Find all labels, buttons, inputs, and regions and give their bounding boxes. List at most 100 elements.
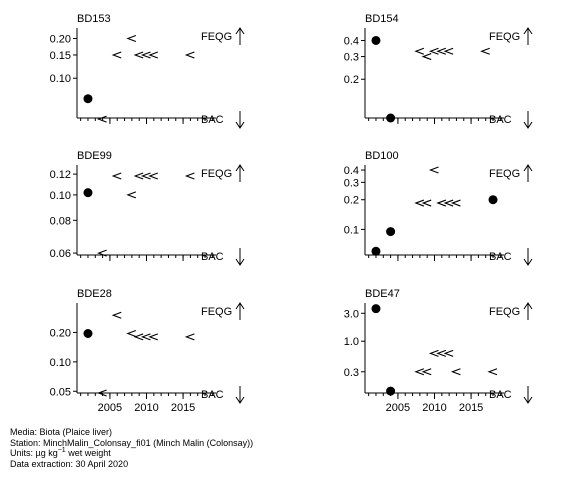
data-point-less-than	[414, 368, 425, 376]
data-point-less-than	[148, 333, 159, 341]
y-tick-label: 0.12	[50, 169, 71, 181]
panel-title: BDE47	[365, 288, 400, 300]
data-point-less-than	[184, 51, 195, 59]
y-tick-label: 0.4	[344, 165, 359, 177]
up-arrowhead-icon	[235, 27, 245, 35]
data-point-less-than	[428, 349, 439, 357]
data-point-less-than	[126, 329, 137, 338]
y-tick-label: 0.20	[50, 33, 71, 45]
panel-title: BD153	[77, 13, 111, 25]
x-tick-label: 2010	[422, 402, 446, 414]
data-point-measured	[488, 195, 498, 205]
chart-panel-bde99: BDE99 0.06 0.08 0.10 0.12 FEQG BAC	[50, 150, 245, 266]
data-point-measured	[386, 386, 396, 396]
data-point-less-than	[436, 199, 447, 207]
data-point-less-than	[140, 333, 151, 341]
data-point-measured	[83, 94, 93, 104]
data-point-measured	[371, 246, 381, 256]
y-tick-label: 0.3	[344, 52, 359, 64]
data-point-measured	[386, 113, 396, 123]
down-arrowhead-icon	[235, 121, 245, 129]
data-point-less-than	[133, 172, 144, 180]
chart-panel-bd100: BD100 0.1 0.2 0.30.4 FEQG BAC	[344, 150, 533, 266]
data-point-less-than	[443, 199, 454, 207]
data-point-less-than	[184, 333, 195, 341]
data-point-less-than	[421, 53, 432, 61]
y-tick-label: 0.10	[50, 73, 71, 85]
bac-label: BAC	[489, 114, 512, 126]
down-arrowhead-icon	[235, 258, 245, 266]
data-point-less-than	[443, 47, 454, 55]
bac-label: BAC	[201, 114, 224, 126]
down-arrowhead-icon	[523, 121, 533, 129]
y-tick-label: 3.0	[344, 308, 359, 320]
data-point-less-than	[436, 47, 447, 55]
data-point-less-than	[140, 51, 151, 59]
data-point-less-than	[428, 166, 439, 174]
down-arrowhead-icon	[523, 258, 533, 266]
x-tick-label: 2005	[386, 402, 410, 414]
y-tick-label: 0.2	[344, 195, 359, 207]
chart-footer: Media: Biota (Plaice liver) Station: Min…	[10, 427, 253, 469]
feqg-label: FEQG	[201, 306, 232, 318]
up-arrowhead-icon	[523, 164, 533, 172]
feqg-label: FEQG	[201, 31, 232, 43]
data-point-less-than	[414, 47, 425, 55]
down-arrowhead-icon	[235, 396, 245, 404]
down-arrowhead-icon	[523, 396, 533, 404]
data-point-less-than	[126, 191, 137, 199]
y-tick-label: 0.10	[50, 357, 71, 369]
data-point-less-than	[184, 172, 195, 180]
x-tick-label: 2015	[459, 402, 483, 414]
data-point-less-than	[97, 249, 107, 257]
footer-station: Station: MinchMalin_Colonsay_fi01 (Minch…	[10, 437, 254, 448]
y-tick-label: 0.2	[344, 74, 359, 86]
chart-panel-bde28: BDE28 2005 2010 2015 0.05 0.10 0.20 FEQG BAC	[50, 288, 245, 414]
bac-label: BAC	[201, 389, 224, 401]
x-tick-label: 2015	[171, 402, 195, 414]
footer-extraction: Data extraction: 30 April 2020	[10, 458, 129, 469]
panel-title: BD154	[365, 13, 399, 25]
feqg-label: FEQG	[489, 168, 520, 180]
y-tick-label: 1.0	[344, 336, 359, 348]
y-tick-label: 0.08	[50, 215, 71, 227]
up-arrowhead-icon	[523, 302, 533, 310]
data-point-less-than	[148, 51, 159, 59]
data-point-less-than	[111, 311, 122, 319]
data-point-less-than	[133, 333, 144, 341]
data-point-measured	[386, 227, 396, 237]
footer-units: Units: µg kg−1 wet weight	[10, 447, 253, 459]
data-point-measured	[83, 188, 93, 198]
data-point-less-than	[97, 389, 107, 397]
data-point-less-than	[450, 368, 461, 376]
bac-label: BAC	[489, 251, 512, 263]
up-arrowhead-icon	[235, 302, 245, 310]
chart-panel-bd154: BD154 0.2 0.3 0.4 FEQG BAC	[344, 13, 533, 129]
footer-units-prefix: Units: µg kg	[10, 448, 58, 458]
data-point-less-than	[133, 51, 144, 59]
bac-label: BAC	[489, 389, 512, 401]
panel-title: BDE28	[77, 288, 112, 300]
y-tick-label: 0.3	[344, 367, 359, 379]
data-point-measured	[371, 35, 381, 45]
data-point-less-than	[421, 368, 432, 376]
data-point-measured	[371, 304, 381, 314]
data-point-less-than	[414, 199, 425, 207]
data-point-less-than	[480, 47, 490, 55]
y-tick-label: 0.06	[50, 248, 71, 260]
y-tick-label: 0.05	[50, 386, 71, 398]
data-point-less-than	[436, 349, 447, 357]
chart-panel-bde47: BDE47 2005 2010 2015 0.3 1.0 3.0 FEQG BAC	[344, 288, 533, 414]
footer-media: Media: Biota (Plaice liver)	[10, 427, 113, 437]
feqg-label: FEQG	[489, 306, 520, 318]
data-point-less-than	[126, 34, 137, 42]
y-tick-label: 0.10	[50, 190, 71, 202]
feqg-label: FEQG	[489, 31, 520, 43]
data-point-less-than	[443, 349, 454, 357]
y-tick-label: 0.4	[344, 35, 359, 47]
data-point-less-than	[487, 368, 498, 376]
footer-units-suffix: wet weight	[65, 448, 111, 458]
data-point-less-than	[97, 115, 107, 123]
data-point-less-than	[111, 172, 122, 180]
